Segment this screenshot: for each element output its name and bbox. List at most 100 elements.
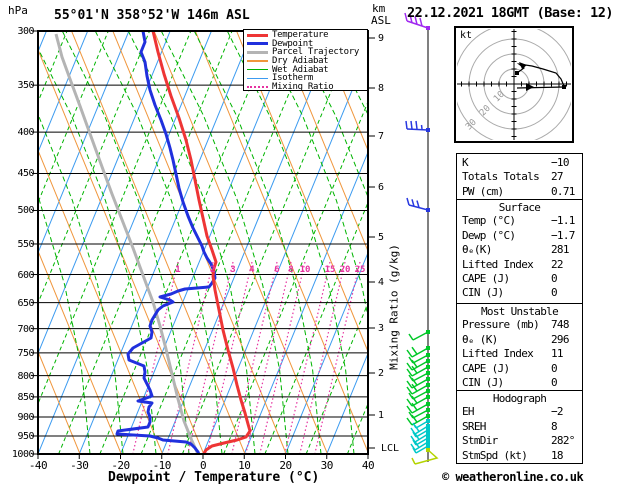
pressure-tick-label: 900 — [17, 411, 34, 423]
wind-barb — [408, 371, 430, 382]
legend-swatch — [247, 85, 268, 88]
wind-barb-staff — [411, 347, 429, 358]
copyright-link[interactable]: © weatheronline.co.uk — [442, 470, 584, 484]
mixing-ratio-line — [314, 261, 361, 453]
pressure-tick-label: 500 — [17, 205, 34, 217]
hodograph-arrow-up — [519, 62, 527, 69]
wind-barb-feather — [411, 346, 418, 355]
dry-adiabat-line — [39, 252, 122, 453]
wind-barb-feather — [408, 411, 414, 419]
table-row: CIN (J) 0 — [457, 286, 582, 300]
table-row-label: CIN (J) — [462, 375, 504, 389]
wind-barb-feather — [408, 392, 414, 400]
table-section-header: Most Unstable — [481, 305, 559, 318]
altitude-tick-label: 4 — [378, 277, 385, 288]
table-row: CIN (J) 0 — [457, 376, 582, 390]
wind-barb-staff — [406, 128, 429, 131]
mixing-ratio-line — [284, 261, 331, 453]
table-row-label: Totals Totals — [462, 170, 540, 184]
wind-barb-feather — [406, 405, 413, 414]
wind-barb-feather — [411, 359, 418, 368]
mixing-ratio-line — [299, 261, 346, 453]
table-row-label: Lifted Index — [462, 347, 534, 361]
indices-table-section: K −10 Totals Totals 27 PW (cm) 0.71 — [456, 153, 583, 200]
table-row-label: CIN (J) — [462, 286, 504, 300]
wind-barb — [406, 346, 430, 358]
table-row-value: 296 — [551, 332, 569, 346]
wind-barb — [408, 408, 430, 419]
table-section-header: Surface — [498, 201, 541, 214]
wind-barb-feather — [406, 349, 413, 358]
legend-item: Isotherm — [247, 74, 367, 83]
table-row: SREH 8 — [457, 420, 582, 434]
table-row-label: CAPE (J) — [462, 361, 510, 375]
wind-barb-feather — [406, 380, 413, 389]
table-row-label: θₑ(K) — [462, 243, 492, 257]
table-row: Dewp (°C) −1.7 — [457, 229, 582, 243]
wind-barb-feather — [409, 14, 413, 23]
wind-barb-staff — [412, 409, 429, 419]
pressure-tick-label: 450 — [17, 168, 34, 180]
wind-barb-staff — [414, 433, 429, 443]
hodograph-storm-line — [516, 86, 565, 89]
wind-level-marker — [426, 444, 430, 448]
wind-barb — [412, 428, 430, 438]
table-row: Temp (°C) −1.1 — [457, 214, 582, 228]
mixing-ratio-label: 8 — [288, 265, 293, 275]
dry-adiabat-line — [318, 32, 367, 150]
plot-background — [39, 32, 367, 453]
wind-barb-feather — [406, 362, 413, 371]
table-row-label: PW (cm) — [462, 184, 504, 198]
dry-adiabat-line — [71, 32, 246, 453]
legend-swatch — [247, 68, 268, 71]
wind-barb-feather — [420, 124, 423, 130]
altitude-axis-unit-asl: ASL — [371, 14, 391, 27]
legend-item: Dewpoint — [247, 39, 367, 48]
table-row: Lifted Index 11 — [457, 347, 582, 361]
wind-barb-feather — [419, 17, 423, 27]
x-axis-title: Dewpoint / Temperature (°C) — [108, 470, 320, 485]
mixing-ratio-label: 20 — [340, 265, 351, 275]
dry-adiabat-line — [39, 50, 204, 453]
dry-adiabat-line — [39, 151, 163, 453]
table-row-value: 11 — [551, 347, 564, 361]
dewpoint-curve — [115, 32, 217, 453]
isotherm-line — [202, 52, 367, 453]
wet-adiabat-line — [140, 32, 315, 453]
isotherm-line — [244, 153, 367, 453]
mixing-ratio-label: 3 — [230, 265, 235, 275]
legend-label: Temperature — [272, 30, 329, 41]
wind-level-marker — [426, 371, 430, 375]
wind-barb-staff — [414, 425, 429, 435]
table-row-label: θₑ (K) — [462, 332, 498, 346]
pressure-tick-label: 750 — [17, 347, 34, 359]
mixing-ratio-label: 15 — [325, 265, 336, 275]
legend-label: Wet Adiabat — [272, 64, 329, 75]
wind-barb-staff — [412, 390, 429, 400]
wind-barb-feather — [414, 16, 418, 25]
wind-level-marker — [426, 383, 430, 387]
table-row-label: EH — [462, 405, 475, 419]
legend-item: Dry Adiabat — [247, 57, 367, 66]
table-row-value: 22 — [551, 257, 564, 271]
wind-barb-staff — [414, 441, 429, 451]
wind-level-marker — [426, 377, 430, 381]
legend-label: Parcel Trajectory — [272, 47, 360, 58]
dry-adiabat-line — [236, 32, 367, 351]
wind-level-marker — [426, 432, 430, 436]
wet-adiabat-line — [305, 304, 367, 453]
wind-barb — [408, 353, 430, 364]
isotherm-line — [326, 354, 367, 453]
wind-barb — [404, 12, 430, 30]
page-title: 55°01'N 358°52'W 146m ASL — [54, 8, 250, 23]
wind-level-marker — [426, 208, 430, 212]
mixing-ratio-line — [259, 261, 306, 453]
wind-barb — [408, 330, 430, 341]
isotherm-line — [161, 32, 336, 453]
table-row-value: 0 — [551, 271, 558, 285]
wind-barb-feather — [414, 441, 420, 448]
isotherm-line — [285, 253, 367, 453]
pressure-tick-label: 400 — [17, 127, 34, 139]
table-row: Pressure (mb) 748 — [457, 318, 582, 332]
